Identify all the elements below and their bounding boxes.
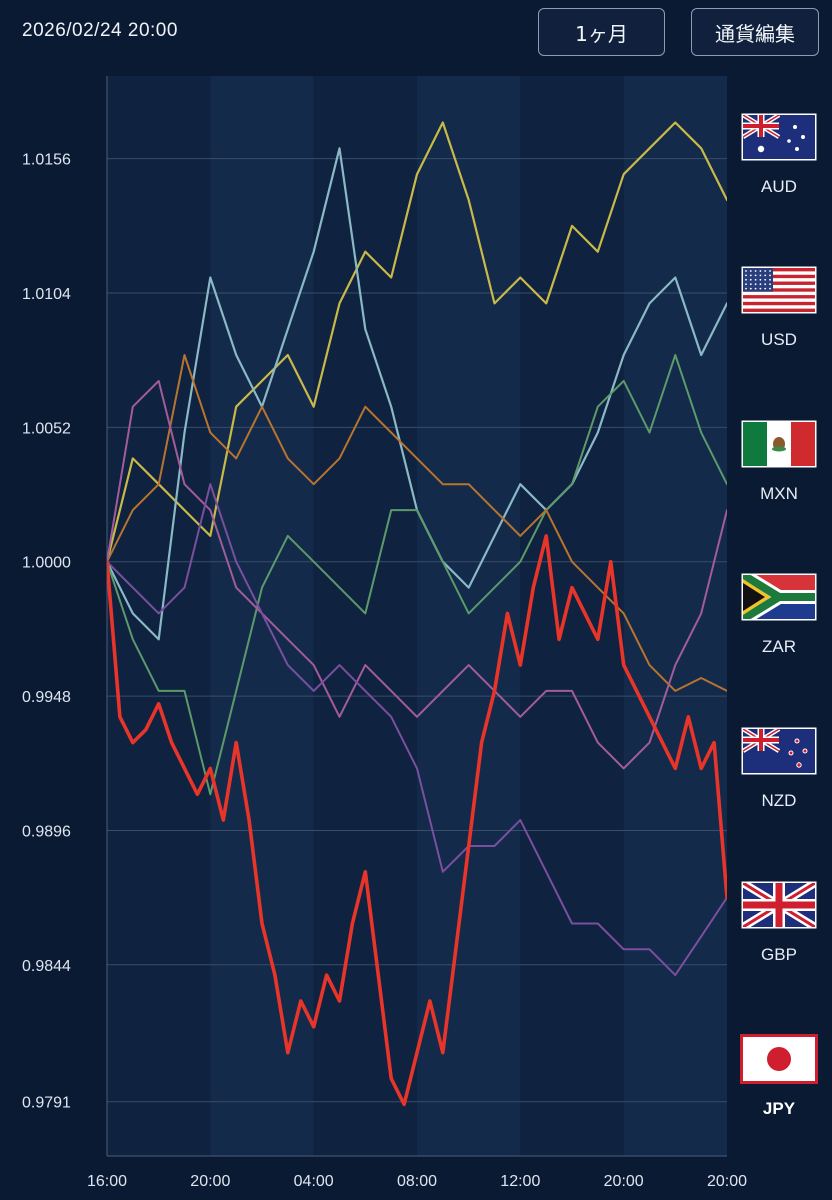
mexico-flag-icon — [741, 420, 817, 468]
legend-item-mxn[interactable]: MXN — [741, 420, 817, 504]
legend-label: ZAR — [762, 637, 796, 656]
y-tick-label: 0.9896 — [22, 823, 71, 840]
legend-item-nzd[interactable]: NZD — [741, 727, 817, 811]
y-tick-label: 1.0104 — [22, 286, 71, 303]
y-tick-label: 1.0000 — [22, 555, 71, 572]
legend-item-aud[interactable]: AUD — [741, 113, 817, 197]
south-africa-flag-icon — [741, 573, 817, 621]
x-tick-label: 20:00 — [604, 1173, 644, 1190]
x-axis: 16:00 20:00 04:00 08:00 12:00 20:00 20:00 — [87, 1173, 747, 1190]
legend-label: JPY — [763, 1099, 796, 1118]
new-zealand-flag-icon — [741, 727, 817, 775]
x-tick-label: 20:00 — [190, 1173, 230, 1190]
y-tick-label: 0.9948 — [22, 689, 71, 706]
plot-band — [520, 76, 624, 1156]
series-line-jpy — [107, 534, 727, 1107]
legend-label: AUD — [761, 177, 797, 196]
legend-item-jpy[interactable]: JPY — [740, 1034, 818, 1118]
plot-band — [313, 76, 417, 1156]
series-lines — [107, 121, 727, 1107]
x-tick-label: 12:00 — [500, 1173, 540, 1190]
x-tick-label: 16:00 — [87, 1173, 127, 1190]
legend-label: NZD — [762, 791, 797, 810]
legend-item-zar[interactable]: ZAR — [741, 573, 817, 657]
legend-label: GBP — [761, 945, 797, 964]
legend-label: USD — [761, 330, 797, 349]
y-tick-label: 1.0156 — [22, 152, 71, 169]
x-tick-label: 08:00 — [397, 1173, 437, 1190]
currency-legend[interactable]: AUD USD MXN ZAR NZD GBP JPY — [740, 113, 818, 1119]
edit-currencies-button[interactable]: 通貨編集 — [691, 8, 819, 56]
plot-band — [210, 76, 314, 1156]
y-tick-label: 0.9791 — [22, 1095, 71, 1112]
legend-label: MXN — [760, 484, 798, 503]
legend-item-usd[interactable]: USD — [741, 266, 817, 350]
y-axis: 1.0156 1.0104 1.0052 1.0000 0.9948 0.9896 0.98… — [22, 152, 71, 1112]
series-line-nzd — [107, 379, 727, 770]
legend-item-gbp[interactable]: GBP — [741, 881, 817, 965]
series-line-zar — [107, 354, 727, 692]
y-tick-label: 1.0052 — [22, 420, 71, 437]
series-line-aud — [107, 121, 727, 563]
period-select-button[interactable]: 1ヶ月 — [538, 8, 665, 56]
usa-flag-icon — [741, 266, 817, 314]
timestamp: 2026/02/24 20:00 — [22, 20, 178, 41]
grid-lines — [106, 76, 727, 1157]
x-tick-label: 04:00 — [294, 1173, 334, 1190]
x-tick-label: 20:00 — [707, 1173, 747, 1190]
series-line-mxn — [107, 354, 727, 796]
plot-band — [623, 76, 727, 1156]
australia-flag-icon — [741, 113, 817, 161]
y-tick-label: 0.9844 — [22, 958, 71, 975]
plot-background — [107, 76, 727, 1156]
plot-band — [417, 76, 521, 1156]
uk-flag-icon — [741, 881, 817, 929]
japan-flag-icon — [740, 1034, 818, 1084]
plot-band — [107, 76, 211, 1156]
series-line-gbp — [107, 483, 727, 977]
